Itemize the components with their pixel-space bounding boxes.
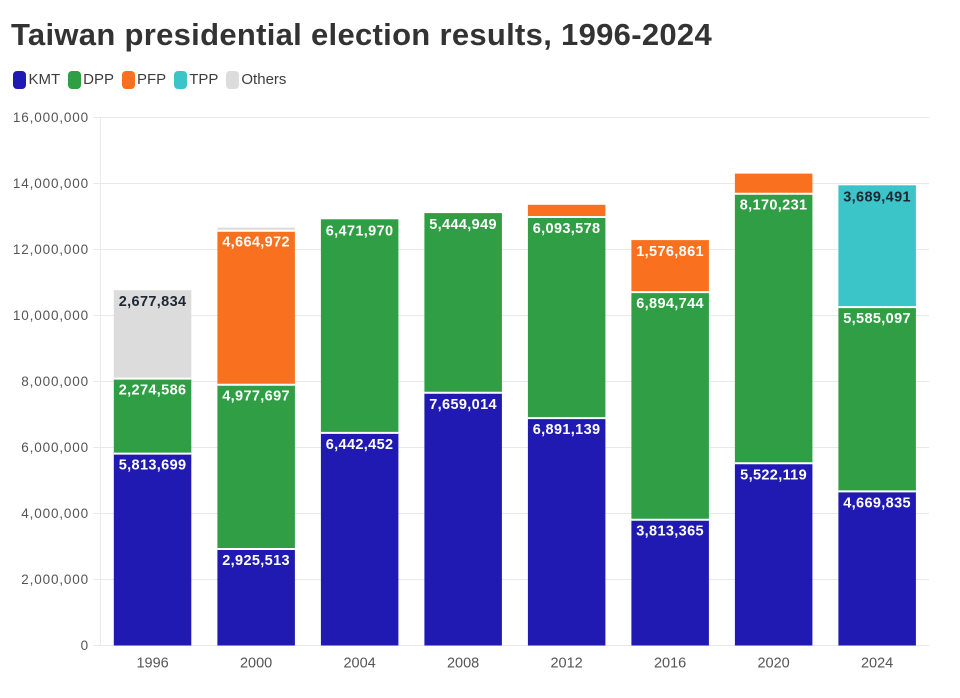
svg-text:2,274,586: 2,274,586 [119,383,187,399]
svg-text:2012: 2012 [550,656,582,672]
svg-text:16,000,000: 16,000,000 [13,110,89,125]
svg-text:5,444,949: 5,444,949 [429,217,497,233]
svg-text:10,000,000: 10,000,000 [13,308,89,323]
svg-text:8,000,000: 8,000,000 [21,374,89,389]
svg-text:1996: 1996 [136,656,168,672]
svg-text:3,689,491: 3,689,491 [843,189,911,205]
svg-text:2016: 2016 [654,656,686,672]
svg-text:2,925,513: 2,925,513 [222,553,290,569]
svg-text:12,000,000: 12,000,000 [13,242,89,257]
svg-text:4,664,972: 4,664,972 [222,235,290,251]
svg-text:2,000,000: 2,000,000 [21,572,89,587]
svg-text:6,000,000: 6,000,000 [21,440,89,455]
svg-text:5,522,119: 5,522,119 [740,467,807,483]
svg-text:5,585,097: 5,585,097 [843,311,911,327]
svg-text:2024: 2024 [861,656,893,672]
svg-text:14,000,000: 14,000,000 [13,176,89,191]
svg-text:6,471,970: 6,471,970 [326,223,394,239]
svg-text:4,669,835: 4,669,835 [843,495,911,511]
svg-text:2008: 2008 [447,656,479,672]
svg-text:2,677,834: 2,677,834 [119,294,187,310]
svg-text:6,891,139: 6,891,139 [533,422,601,438]
svg-text:1,576,861: 1,576,861 [636,244,704,260]
svg-text:7,659,014: 7,659,014 [429,397,497,413]
svg-text:5,813,699: 5,813,699 [119,458,187,474]
svg-text:2020: 2020 [757,656,789,672]
svg-text:2004: 2004 [343,656,375,672]
svg-text:0: 0 [81,638,89,653]
svg-text:2000: 2000 [240,656,272,672]
svg-text:3,813,365: 3,813,365 [636,524,704,540]
svg-text:8,170,231: 8,170,231 [740,198,808,214]
svg-text:4,977,697: 4,977,697 [222,389,290,405]
svg-text:4,000,000: 4,000,000 [21,506,89,521]
svg-text:6,442,452: 6,442,452 [326,437,394,453]
svg-text:6,093,578: 6,093,578 [533,221,601,237]
svg-text:6,894,744: 6,894,744 [636,296,704,312]
